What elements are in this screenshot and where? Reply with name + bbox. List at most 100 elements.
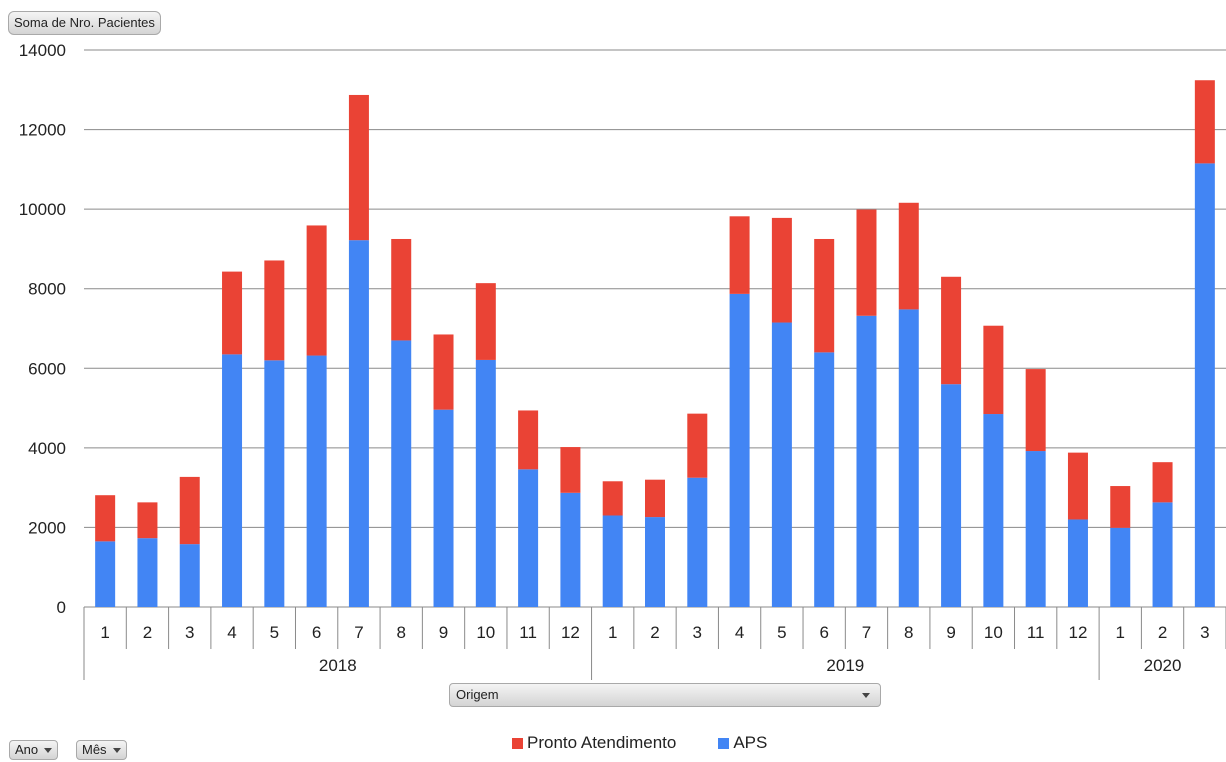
bar-pronto-atendimento [137, 502, 158, 539]
bar-aps [645, 517, 665, 607]
x-tick-label-month: 4 [735, 623, 744, 642]
y-axis-ticks: 0 2000 4000 6000 8000 10000 12000 14000 [19, 41, 66, 617]
x-tick-label-month: 6 [819, 623, 828, 642]
bar-pronto-atendimento [179, 476, 200, 545]
measure-field-button[interactable]: Soma de Nro. Pacientes [8, 11, 161, 35]
legend-swatch-aps [718, 737, 730, 749]
legend-label: Pronto Atendimento [527, 733, 677, 752]
x-tick-label-month: 11 [1027, 623, 1045, 642]
origem-field-dropdown[interactable]: Origem [449, 683, 881, 707]
bar-pronto-atendimento [306, 225, 327, 356]
y-tick-label: 14000 [19, 41, 66, 60]
x-tick-label-month: 9 [439, 623, 448, 642]
x-tick-label-month: 3 [185, 623, 194, 642]
bar-pronto-atendimento [95, 495, 116, 542]
x-tick-label-year: 2019 [826, 656, 864, 675]
bar-aps [560, 492, 581, 607]
bar-aps [179, 544, 200, 607]
bar-pronto-atendimento [602, 481, 623, 516]
bar-pronto-atendimento [856, 209, 877, 316]
legend-item-pronto-atendimento: Pronto Atendimento [512, 733, 676, 753]
ano-field-label: Ano [15, 742, 39, 757]
bar-pronto-atendimento [560, 447, 581, 493]
bar-aps [602, 515, 623, 607]
ano-field-dropdown[interactable]: Ano [9, 740, 59, 760]
bar-pronto-atendimento [687, 413, 708, 478]
origem-field-label: Origem [456, 687, 499, 702]
bar-aps [306, 355, 327, 607]
mes-field-dropdown[interactable]: Mês [76, 740, 127, 760]
chart-legend: Pronto Atendimento APS [512, 731, 767, 755]
x-tick-label-month: 8 [904, 623, 913, 642]
y-tick-label: 2000 [28, 518, 66, 537]
y-tick-label: 6000 [28, 359, 66, 378]
bar-aps [898, 309, 919, 607]
x-tick-label-month: 1 [1116, 623, 1125, 642]
bar-pronto-atendimento [983, 325, 1004, 415]
x-tick-label-month: 2 [1158, 623, 1167, 642]
bar-aps [856, 315, 877, 607]
bar-pronto-atendimento [729, 216, 750, 294]
legend-swatch-pronto-atendimento [512, 737, 523, 749]
x-tick-label-month: 2 [650, 623, 659, 642]
bar-aps [137, 538, 158, 607]
bar-aps [941, 384, 962, 607]
bar-aps [391, 340, 412, 607]
x-tick-label-month: 3 [1200, 623, 1209, 642]
x-tick-label-month: 1 [608, 623, 617, 642]
x-tick-label-month: 1 [100, 623, 109, 642]
bar-aps [475, 359, 496, 607]
bar-pronto-atendimento [222, 271, 243, 355]
bar-aps [729, 293, 750, 607]
mes-field-label: Mês [82, 742, 107, 757]
bar-aps [1067, 519, 1088, 607]
bar-aps [518, 469, 539, 607]
x-tick-label-year: 2020 [1144, 656, 1182, 675]
x-tick-label-month: 10 [476, 623, 495, 642]
x-tick-label-year: 2018 [319, 656, 357, 675]
bar-pronto-atendimento [898, 202, 919, 310]
bar-pronto-atendimento [518, 410, 539, 470]
bar-pronto-atendimento [1152, 462, 1173, 503]
bar-aps [1025, 451, 1046, 607]
x-tick-label-month: 11 [519, 623, 537, 642]
bars [95, 80, 1215, 607]
bar-aps [771, 322, 792, 607]
bar-aps [222, 354, 243, 607]
bar-aps [687, 477, 708, 607]
x-tick-label-month: 10 [984, 623, 1003, 642]
y-tick-label: 10000 [19, 200, 66, 219]
bar-pronto-atendimento [645, 479, 665, 518]
bar-aps [1110, 527, 1131, 607]
x-tick-label-month: 6 [312, 623, 321, 642]
y-tick-label: 12000 [19, 121, 66, 140]
bar-aps [814, 352, 835, 607]
x-tick-label-month: 8 [396, 623, 405, 642]
bar-aps [1152, 502, 1173, 607]
x-tick-label-month: 7 [354, 623, 363, 642]
x-tick-label-month: 12 [1069, 623, 1088, 642]
x-tick-label-month: 2 [143, 623, 152, 642]
measure-field-label: Soma de Nro. Pacientes [14, 15, 155, 30]
legend-item-aps: APS [718, 733, 767, 753]
bar-pronto-atendimento [814, 238, 835, 353]
bar-pronto-atendimento [1110, 486, 1131, 528]
bar-pronto-atendimento [1067, 452, 1088, 520]
y-tick-label: 8000 [28, 280, 66, 299]
bar-pronto-atendimento [1194, 80, 1215, 164]
bar-pronto-atendimento [391, 238, 412, 341]
bar-pronto-atendimento [771, 217, 792, 323]
legend-label: APS [733, 733, 768, 752]
x-tick-label-month: 9 [946, 623, 955, 642]
chevron-down-icon [44, 748, 53, 754]
x-tick-label-month: 3 [693, 623, 702, 642]
x-tick-label-month: 5 [270, 623, 279, 642]
x-tick-label-month: 7 [862, 623, 871, 642]
bar-pronto-atendimento [433, 334, 454, 410]
bar-pronto-atendimento [475, 283, 496, 360]
bar-aps [348, 240, 369, 607]
y-tick-label: 4000 [28, 439, 66, 458]
bar-aps [1194, 163, 1215, 607]
chevron-down-icon [862, 693, 870, 698]
